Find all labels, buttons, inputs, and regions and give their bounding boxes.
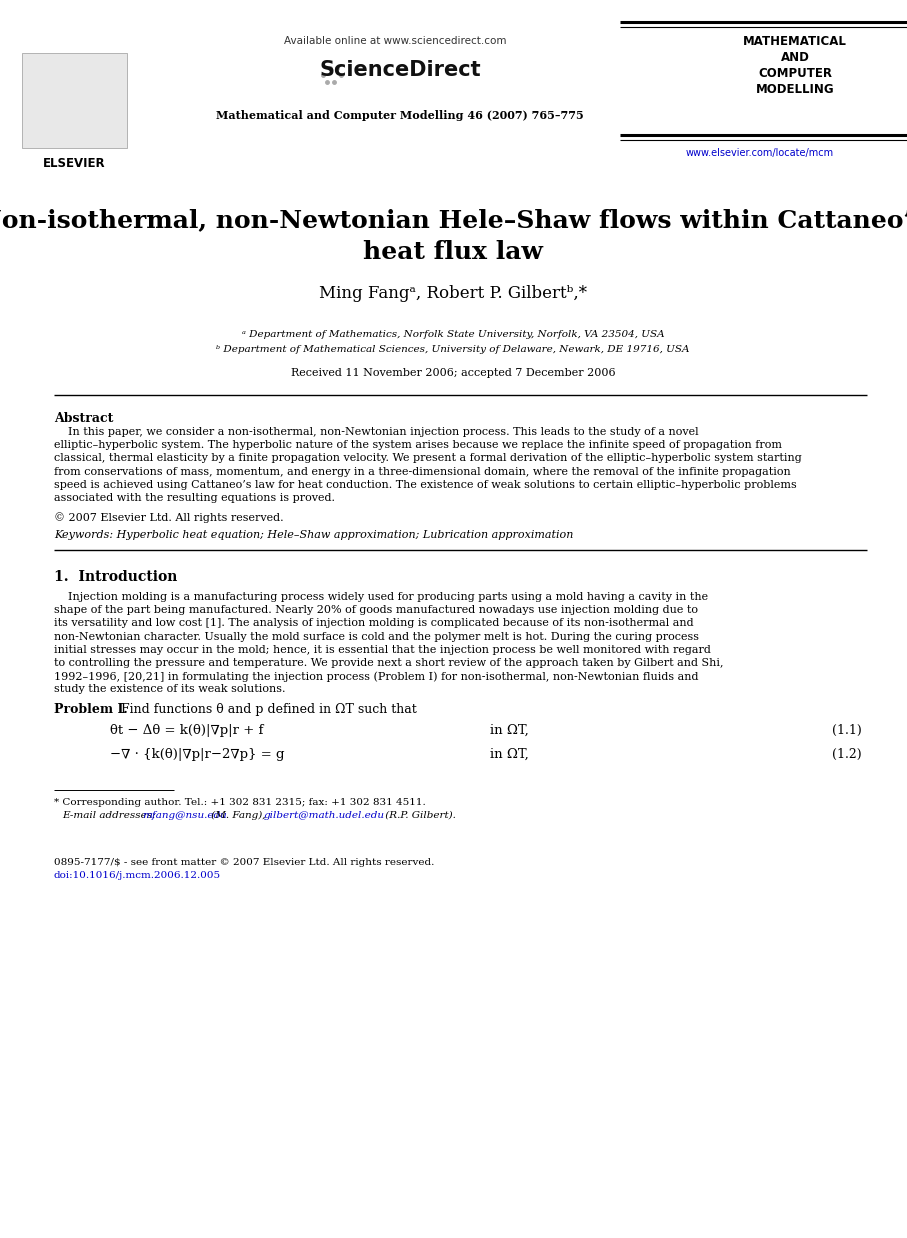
Text: ᵃ Department of Mathematics, Norfolk State University, Norfolk, VA 23504, USA: ᵃ Department of Mathematics, Norfolk Sta… [241,331,664,339]
Text: speed is achieved using Cattaneo’s law for heat conduction. The existence of wea: speed is achieved using Cattaneo’s law f… [54,480,796,490]
Text: Keywords: Hyperbolic heat equation; Hele–Shaw approximation; Lubrication approxi: Keywords: Hyperbolic heat equation; Hele… [54,530,573,540]
Text: its versatility and low cost [1]. The analysis of injection molding is complicat: its versatility and low cost [1]. The an… [54,619,694,629]
Text: gilbert@math.udel.edu: gilbert@math.udel.edu [264,811,385,820]
Text: to controlling the pressure and temperature. We provide next a short review of t: to controlling the pressure and temperat… [54,659,724,669]
Text: elliptic–hyperbolic system. The hyperbolic nature of the system arises because w: elliptic–hyperbolic system. The hyperbol… [54,441,782,451]
Text: COMPUTER: COMPUTER [758,67,832,80]
Text: Ming Fangᵃ, Robert P. Gilbertᵇ,*: Ming Fangᵃ, Robert P. Gilbertᵇ,* [319,285,587,302]
Text: 1.  Introduction: 1. Introduction [54,569,178,584]
Text: Mathematical and Computer Modelling 46 (2007) 765–775: Mathematical and Computer Modelling 46 (… [216,110,584,121]
Text: © 2007 Elsevier Ltd. All rights reserved.: © 2007 Elsevier Ltd. All rights reserved… [54,513,284,522]
Text: Non-isothermal, non-Newtonian Hele–Shaw flows within Cattaneo’s: Non-isothermal, non-Newtonian Hele–Shaw … [0,208,907,232]
Text: Problem I.: Problem I. [54,703,128,716]
Text: (1.2): (1.2) [833,748,862,761]
Text: associated with the resulting equations is proved.: associated with the resulting equations … [54,493,335,503]
Text: * Corresponding author. Tel.: +1 302 831 2315; fax: +1 302 831 4511.: * Corresponding author. Tel.: +1 302 831… [54,799,425,807]
Text: Received 11 November 2006; accepted 7 December 2006: Received 11 November 2006; accepted 7 De… [290,368,615,378]
Text: classical, thermal elasticity by a finite propagation velocity. We present a for: classical, thermal elasticity by a finit… [54,453,802,463]
Text: MODELLING: MODELLING [756,83,834,97]
Text: shape of the part being manufactured. Nearly 20% of goods manufactured nowadays : shape of the part being manufactured. Ne… [54,605,698,615]
Text: 0895-7177/$ - see front matter © 2007 Elsevier Ltd. All rights reserved.: 0895-7177/$ - see front matter © 2007 El… [54,858,434,867]
Text: Available online at www.sciencedirect.com: Available online at www.sciencedirect.co… [284,36,506,46]
Text: ᵇ Department of Mathematical Sciences, University of Delaware, Newark, DE 19716,: ᵇ Department of Mathematical Sciences, U… [216,345,689,354]
Text: (M. Fang),: (M. Fang), [208,811,268,820]
Text: In this paper, we consider a non-isothermal, non-Newtonian injection process. Th: In this paper, we consider a non-isother… [54,427,698,437]
Text: initial stresses may occur in the mold; hence, it is essential that the injectio: initial stresses may occur in the mold; … [54,645,711,655]
Text: ScienceDirect: ScienceDirect [319,59,481,80]
Text: www.elsevier.com/locate/mcm: www.elsevier.com/locate/mcm [686,149,834,158]
Text: θt − Δθ = k(θ)|∇p|r + f: θt − Δθ = k(θ)|∇p|r + f [110,724,263,737]
Text: from conservations of mass, momentum, and energy in a three-dimensional domain, : from conservations of mass, momentum, an… [54,467,791,477]
Text: AND: AND [781,51,809,64]
Text: in ΩT,: in ΩT, [490,724,529,737]
Text: (1.1): (1.1) [833,724,862,737]
Text: Find functions θ and p defined in ΩT such that: Find functions θ and p defined in ΩT suc… [117,703,416,716]
Text: non-Newtonian character. Usually the mold surface is cold and the polymer melt i: non-Newtonian character. Usually the mol… [54,631,699,641]
Text: −∇ · {k(θ)|∇p|r−2∇p} = g: −∇ · {k(θ)|∇p|r−2∇p} = g [110,748,285,761]
Text: in ΩT,: in ΩT, [490,748,529,761]
Bar [22,53,127,149]
Text: 1992–1996, [20,21] in formulating the injection process (Problem I) for non-isot: 1992–1996, [20,21] in formulating the in… [54,671,698,682]
Text: ELSEVIER: ELSEVIER [43,157,105,170]
Text: (R.P. Gilbert).: (R.P. Gilbert). [382,811,456,820]
Text: MATHEMATICAL: MATHEMATICAL [743,35,847,48]
Text: study the existence of its weak solutions.: study the existence of its weak solution… [54,685,286,695]
Text: E-mail addresses:: E-mail addresses: [62,811,159,820]
Text: Abstract: Abstract [54,412,113,425]
Text: heat flux law: heat flux law [363,240,543,264]
Text: doi:10.1016/j.mcm.2006.12.005: doi:10.1016/j.mcm.2006.12.005 [54,872,221,880]
Text: mfang@nsu.edu: mfang@nsu.edu [142,811,227,820]
Text: Injection molding is a manufacturing process widely used for producing parts usi: Injection molding is a manufacturing pro… [54,592,708,602]
